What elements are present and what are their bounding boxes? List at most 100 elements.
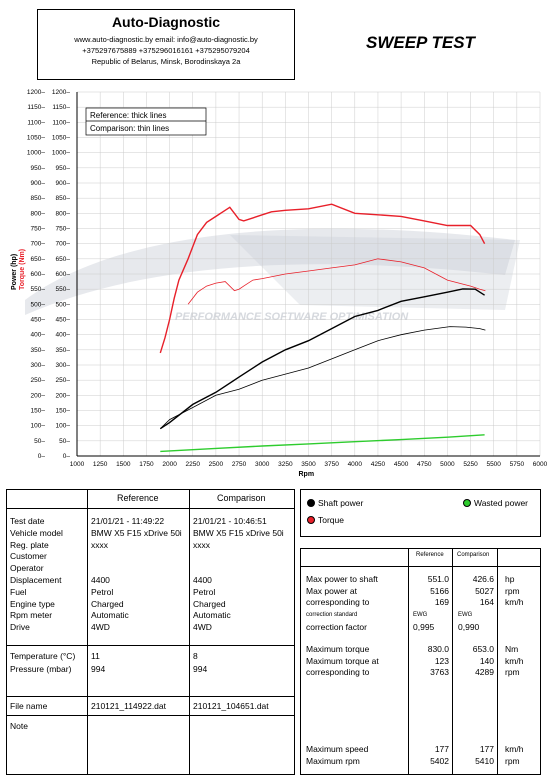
- vehicle-row-cmp: 4400: [193, 575, 212, 585]
- results-cmp: 177: [479, 744, 494, 754]
- pressure-ref: 994: [91, 664, 106, 674]
- results-ref: 169: [434, 597, 449, 607]
- results-ref: 830.0: [427, 644, 449, 654]
- results-ref: 3763: [430, 667, 449, 677]
- results-unit: Nm: [505, 644, 519, 654]
- company-phones: +375297675889 +375296016161 +37529507920…: [82, 46, 250, 55]
- results-cmp: 4289: [475, 667, 494, 677]
- results-label: Max power to shaft: [306, 574, 378, 584]
- company-web-email: www.auto-diagnostic.by email: info@auto-…: [74, 35, 258, 44]
- y-axis-label-torque: Torque (Nm): [19, 249, 26, 290]
- series-line-torque-reference: [159, 203, 486, 354]
- results-ref: 5166: [430, 585, 449, 596]
- vehicle-row-cmp: xxxx: [193, 539, 210, 550]
- correction-standard-cmp: EWG: [458, 612, 473, 618]
- y-tick-label-outer: 450–: [31, 317, 46, 324]
- series-line-torque-comparison: [187, 258, 486, 305]
- vehicle-row-label: Operator: [10, 563, 44, 574]
- legend-reference: Reference: thick lines: [90, 111, 166, 120]
- y-axis-label-power: Power (hp): [11, 254, 18, 290]
- vehicle-row-ref: Charged: [91, 598, 124, 609]
- x-tick-label: 1750: [139, 461, 154, 468]
- vehicle-row-label: Vehicle model: [10, 527, 63, 538]
- results-unit: rpm: [505, 667, 520, 677]
- note-label: Note: [10, 721, 28, 731]
- vehicle-row-ref: 4WD: [91, 622, 110, 633]
- legend-comparison: Comparison: thin lines: [90, 124, 169, 133]
- results-col-divider-2: [452, 548, 453, 775]
- shaft-power-legend-dot: [307, 499, 315, 507]
- y-tick-label-outer: 900–: [31, 180, 46, 187]
- vehicle-row-cmp: Petrol: [193, 586, 216, 597]
- y-tick-label-outer: 1050–: [27, 135, 45, 142]
- results-ref: 123: [434, 655, 449, 666]
- y-tick-label-outer: 650–: [31, 256, 46, 263]
- vehicle-row-ref: BMW X5 F15 xDrive 50i: [91, 527, 182, 538]
- x-axis-label: Rpm: [299, 471, 315, 478]
- vehicle-table: [6, 489, 295, 775]
- correction-factor-cmp: 0,990: [458, 622, 480, 632]
- results-col-divider-3: [497, 548, 498, 775]
- y-tick-label: 1100–: [52, 119, 70, 126]
- x-tick-label: 3500: [301, 461, 316, 468]
- y-tick-label: 200–: [56, 392, 71, 399]
- y-tick-label: 700–: [56, 241, 71, 248]
- company-address: Republic of Belarus, Minsk, Borodinskaya…: [91, 57, 241, 66]
- vehicle-row-label: Test date: [10, 516, 45, 526]
- y-tick-label: 1200–: [52, 89, 70, 96]
- results-label: corresponding to: [306, 667, 370, 677]
- dyno-chart: PERFORMANCE SOFTWARE OPTIMISATION 1000 125…: [11, 89, 547, 478]
- results-table: [300, 548, 541, 775]
- x-tick-label: 5250: [463, 461, 478, 468]
- series-line-shaft-power-comparison: [160, 326, 486, 429]
- vehicle-row-label: Drive: [10, 622, 30, 633]
- results-cmp: 5027: [475, 585, 494, 596]
- vehicle-row-cmp: 4WD: [193, 622, 212, 633]
- x-tick-label: 5000: [440, 461, 455, 468]
- results-cmp: 426.6: [472, 574, 494, 584]
- results-cmp: 140: [479, 655, 494, 666]
- x-tick-label: 4250: [371, 461, 386, 468]
- results-ref: 5402: [430, 755, 449, 766]
- vehicle-table-header-divider: [6, 508, 295, 509]
- x-tick-label: 3750: [324, 461, 339, 468]
- y-tick-label-outer: 0–: [38, 453, 46, 460]
- y-tick-label-outer: 50–: [34, 438, 45, 445]
- y-tick-label: 900–: [56, 180, 71, 187]
- vehicle-row-label: Customer: [10, 551, 47, 562]
- company-header: Auto-Diagnostic www.auto-diagnostic.by e…: [37, 9, 295, 80]
- vehicle-row-label: Fuel: [10, 586, 27, 597]
- watermark-swoosh: [25, 228, 515, 315]
- vehicle-row-cmp: Automatic: [193, 610, 231, 621]
- x-tick-label: 2500: [209, 461, 224, 468]
- vehicle-row-cmp: BMW X5 F15 xDrive 50i: [193, 527, 284, 538]
- y-tick-label-outer: 600–: [31, 271, 46, 278]
- vehicle-table-col-divider-2: [189, 489, 190, 775]
- series-line-wasted-power-reference: [160, 434, 485, 453]
- y-tick-label: 150–: [56, 408, 71, 415]
- results-unit: km/h: [505, 655, 524, 666]
- x-tick-label: 2750: [232, 461, 247, 468]
- correction-standard-label: correction standard: [306, 612, 358, 618]
- y-tick-label-outer: 400–: [31, 332, 46, 339]
- vehicle-ref-header: Reference: [117, 493, 159, 503]
- x-tick-label: 6000: [533, 461, 547, 468]
- y-tick-label: 800–: [56, 210, 71, 217]
- y-tick-label: 100–: [56, 423, 71, 430]
- results-label: Maximum speed: [306, 744, 369, 754]
- y-tick-label: 850–: [56, 195, 71, 202]
- y-tick-label-outer: 800–: [31, 210, 46, 217]
- series-line-shaft-power-reference: [159, 288, 485, 430]
- x-tick-label: 4500: [394, 461, 409, 468]
- results-header-divider: [300, 566, 541, 567]
- file-name-cmp: 210121_104651.dat: [193, 701, 269, 711]
- vehicle-row-ref: 4400: [91, 575, 110, 585]
- x-tick-label: 5500: [486, 461, 501, 468]
- y-tick-label-outer: 1000–: [27, 150, 45, 157]
- results-unit: km/h: [505, 597, 524, 607]
- correction-factor-ref: 0,995: [413, 622, 435, 632]
- y-tick-label-outer: 250–: [31, 377, 46, 384]
- results-cmp: 5410: [475, 755, 494, 766]
- file-name-label: File name: [10, 701, 48, 711]
- vehicle-table-file-divider: [6, 696, 295, 697]
